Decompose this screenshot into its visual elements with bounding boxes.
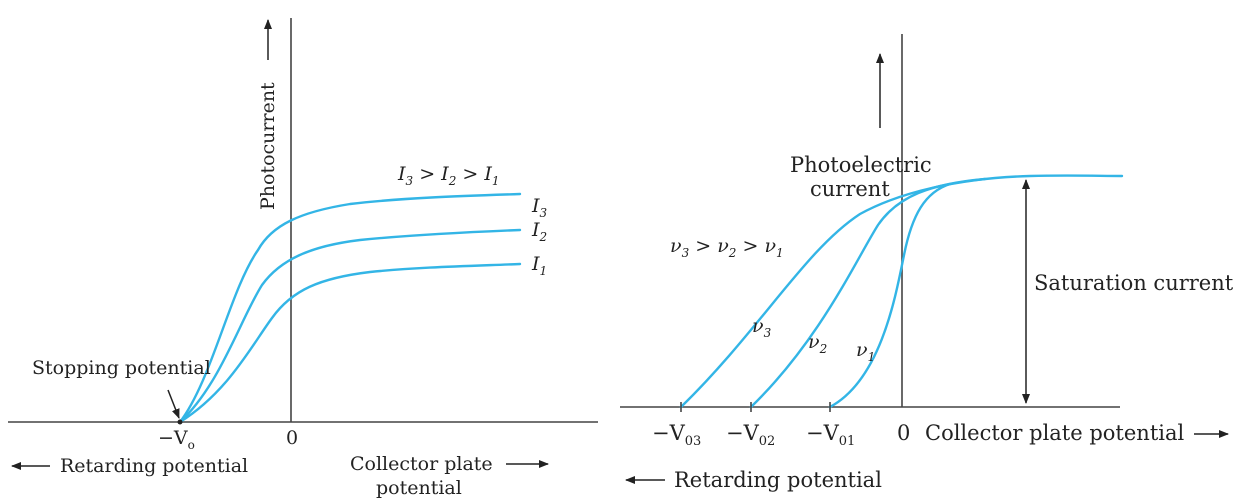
stopping-potential-label: Stopping potential <box>32 357 211 379</box>
right-y-axis-label-line2: current <box>810 177 890 201</box>
curve-nu3 <box>679 174 1124 409</box>
left-figure: Photocurrent I3 > I2 > I1 I3 I2 I1 Stopp… <box>8 18 598 499</box>
right-collector-label: Collector plate potential <box>925 421 1185 445</box>
tick-label-v03: −V03 <box>652 421 701 449</box>
curve-i2 <box>178 228 522 424</box>
stopping-potential-arrow <box>167 389 180 419</box>
curve-label-nu3: ν3 <box>752 315 772 340</box>
curve-label-nu2: ν2 <box>808 331 827 356</box>
left-collector-label-line1: Collector plate <box>350 453 493 475</box>
right-figure: Photoelectric current ν3 > ν2 > ν1 ν3 ν2… <box>620 34 1234 492</box>
curve-nu1 <box>828 182 952 409</box>
left-y-axis-label: Photocurrent <box>257 82 279 210</box>
stopping-potential-point <box>177 419 183 425</box>
left-collector-label-line2: potential <box>376 477 462 499</box>
curve-i3 <box>178 192 522 424</box>
curve-i1 <box>178 262 522 424</box>
left-retarding-label: Retarding potential <box>60 455 248 477</box>
right-tick-zero: 0 <box>897 421 910 445</box>
left-tick-zero: 0 <box>286 427 298 449</box>
left-tick-neg-v0: −Vo <box>158 427 195 452</box>
curve-label-i1: I1 <box>531 253 547 278</box>
tick-label-v02: −V02 <box>726 421 775 449</box>
curve-label-i2: I2 <box>531 219 547 244</box>
curve-label-nu1: ν1 <box>856 339 875 364</box>
curve-label-i3: I3 <box>531 195 548 220</box>
tick-label-v01: −V01 <box>806 421 855 449</box>
right-retarding-label: Retarding potential <box>674 468 882 492</box>
saturation-current-label: Saturation current <box>1034 271 1234 295</box>
right-y-axis-label-line1: Photoelectric <box>790 153 932 177</box>
right-relation-label: ν3 > ν2 > ν1 <box>670 235 784 260</box>
left-relation-label: I3 > I2 > I1 <box>397 163 500 188</box>
curve-nu2 <box>749 177 987 409</box>
